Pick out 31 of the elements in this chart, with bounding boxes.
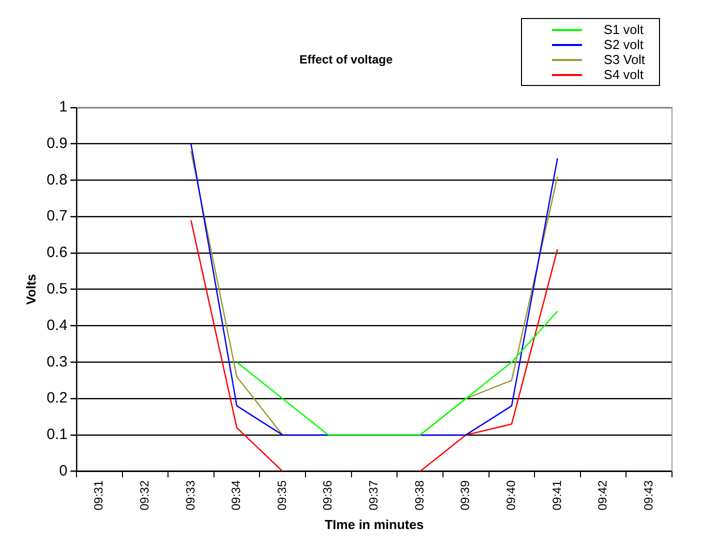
y-tick-label: 0.2 bbox=[46, 390, 68, 407]
x-tick-label: 09:34 bbox=[229, 480, 244, 510]
y-tick-label: 0.7 bbox=[46, 208, 68, 225]
x-tick-label: 09:37 bbox=[366, 480, 381, 510]
y-tick-label: 0.3 bbox=[46, 353, 68, 370]
x-tick-label: 09:40 bbox=[504, 480, 518, 510]
x-tick-label: 09:38 bbox=[412, 480, 426, 510]
y-tick-label: 0 bbox=[59, 462, 68, 480]
legend-label: S2 volt bbox=[604, 37, 644, 52]
y-tick-label: 0.9 bbox=[46, 134, 68, 152]
y-tick-label: 0.5 bbox=[46, 280, 68, 298]
y-tick-label: 0.4 bbox=[46, 316, 68, 334]
x-tick-label: 09:41 bbox=[550, 480, 564, 510]
x-tick-label: 09:43 bbox=[641, 480, 656, 510]
y-tick-label: 0.6 bbox=[46, 244, 68, 262]
legend-label: S1 volt bbox=[604, 22, 644, 37]
y-tick-label: 0.8 bbox=[46, 171, 68, 188]
chart-title: Effect of voltage bbox=[299, 52, 393, 67]
x-axis-title: TIme in minutes bbox=[324, 516, 424, 532]
x-tick-label: 09:42 bbox=[596, 480, 610, 510]
legend-label: S3 Volt bbox=[604, 52, 645, 67]
x-tick-label: 09:35 bbox=[274, 480, 289, 510]
y-tick-label: 0.1 bbox=[46, 426, 68, 444]
x-tick-label: 09:33 bbox=[183, 480, 198, 510]
legend-label: S4 volt bbox=[604, 67, 644, 82]
x-tick-label: 09:36 bbox=[320, 480, 335, 510]
y-tick-label: 1 bbox=[59, 98, 68, 116]
x-tick-label: 09:39 bbox=[458, 480, 472, 510]
y-axis-title: Volts bbox=[23, 274, 38, 305]
x-tick-label: 09:31 bbox=[92, 480, 106, 510]
x-tick-label: 09:32 bbox=[137, 480, 152, 510]
